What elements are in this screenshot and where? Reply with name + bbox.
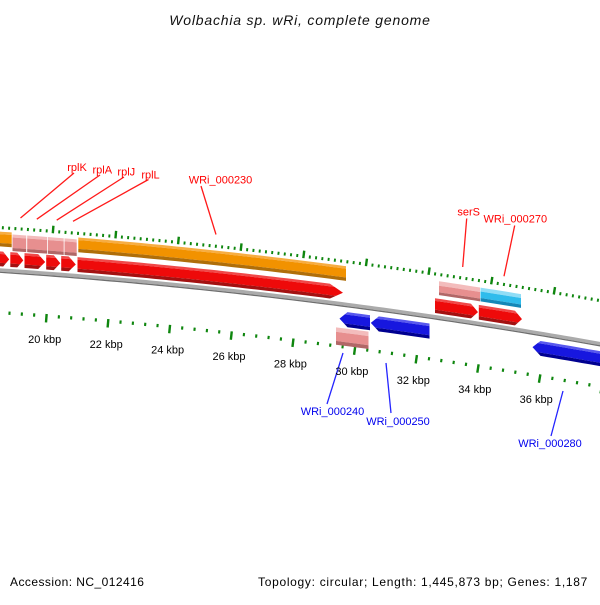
svg-text:26 kbp: 26 kbp: [212, 351, 245, 363]
svg-text:22 kbp: 22 kbp: [90, 339, 123, 351]
svg-text:Accession: NC_012416: Accession: NC_012416: [10, 575, 144, 589]
svg-text:34 kbp: 34 kbp: [458, 384, 491, 396]
svg-text:WRi_000270: WRi_000270: [484, 213, 548, 225]
svg-text:rplL: rplL: [141, 169, 159, 181]
svg-text:32 kbp: 32 kbp: [397, 375, 430, 387]
svg-text:rplA: rplA: [93, 165, 113, 177]
svg-text:WRi_000280: WRi_000280: [518, 438, 582, 450]
svg-text:rplJ: rplJ: [117, 167, 135, 179]
svg-text:36 kbp: 36 kbp: [520, 394, 553, 406]
svg-text:30 kbp: 30 kbp: [335, 366, 368, 378]
svg-text:WRi_000250: WRi_000250: [366, 416, 430, 428]
svg-text:24 kbp: 24 kbp: [151, 345, 184, 357]
svg-text:Topology: circular; Length: 1,: Topology: circular; Length: 1,445,873 bp…: [258, 575, 588, 589]
svg-text:serS: serS: [457, 207, 480, 219]
svg-text:Wolbachia sp. wRi, complete ge: Wolbachia sp. wRi, complete genome: [169, 12, 430, 28]
svg-text:WRi_000240: WRi_000240: [301, 406, 365, 418]
svg-text:28 kbp: 28 kbp: [274, 358, 307, 370]
svg-text:rplK: rplK: [67, 162, 87, 174]
svg-text:20 kbp: 20 kbp: [28, 334, 61, 346]
svg-text:WRi_000230: WRi_000230: [189, 175, 253, 187]
